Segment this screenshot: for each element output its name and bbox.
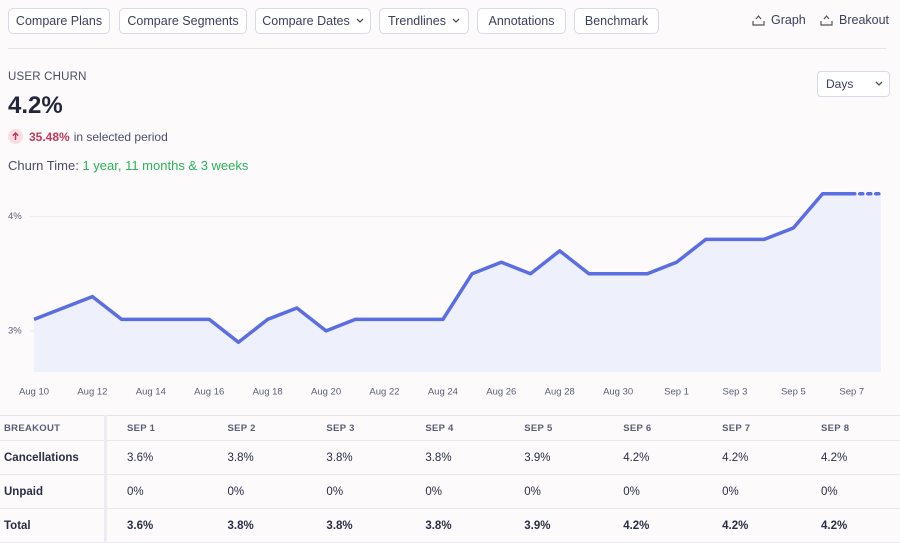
x-tick-label: Aug 30 [603,387,633,398]
toolbar-button[interactable]: Annotations [477,8,566,34]
column-header: BREAKOUT [0,415,107,441]
button-label: Compare Segments [127,14,239,28]
table-cell: 3.8% [207,508,307,543]
table-row: Total 3.6% 3.8% 3.8% 3.8% 3.9% 4.2% 4.2% 4.2% [0,508,900,543]
table-header: BREAKOUT SEP 1 SEP 2 SEP 3 SEP 4 SEP 5 SEP 6 SE… [0,415,900,441]
toolbar-button[interactable]: Compare Segments [119,8,247,34]
table-cell: 4.2% [702,508,802,543]
button-label: Compare Plans [15,14,103,28]
table-cell: 0% [801,474,900,509]
table-row: Cancellations 3.6% 3.8% 3.8% 3.8% 3.9% 4.2% 4.2… [0,440,900,475]
toolbar-dropdown[interactable]: Compare Dates [255,8,371,34]
column-header: SEP 7 [702,415,802,441]
change-value: 35.48% [29,129,70,144]
x-tick-label: Aug 16 [194,387,224,398]
table-cell: 0% [504,474,604,509]
table-cell: 4.2% [801,508,900,543]
breakout-table: BREAKOUT SEP 1 SEP 2 SEP 3 SEP 4 SEP 5 SEP 6 SE… [0,415,900,543]
table-cell: 3.8% [405,508,505,543]
x-tick-label: Aug 14 [136,387,166,398]
y-tick-label: 4% [8,211,22,222]
view-toggle[interactable]: Graph [752,13,806,27]
x-tick-label: Aug 24 [428,387,458,398]
table-cell: 4.2% [801,440,900,475]
x-tick-label: Aug 26 [486,387,516,398]
change-text: in selected period [73,129,168,144]
button-label: Compare Dates [262,14,350,28]
metric-label: USER CHURN [8,71,87,83]
view-toggle[interactable]: Breakout [820,13,889,27]
button-label: Benchmark [584,14,649,28]
x-tick-label: Aug 22 [369,387,399,398]
x-tick-label: Sep 5 [781,387,806,398]
icon [752,14,765,26]
area-fill [34,193,881,372]
column-header: SEP 6 [603,415,703,441]
table-cell: 0% [105,474,208,509]
metric-change: 35.48% in selected period [8,129,168,144]
column-header: SEP 5 [504,415,604,441]
churn-time: Churn Time: 1 year, 11 months & 3 weeks [8,158,248,173]
table-cell: 0% [603,474,703,509]
table-row: Unpaid 0% 0% 0% 0% 0% 0% 0% 0% [0,474,900,509]
button-label: Trendlines [388,14,446,28]
table-cell: 4.2% [603,440,703,475]
toolbar-button[interactable]: Compare Plans [8,8,110,34]
x-tick-label: Aug 20 [311,387,341,398]
x-tick-label: Sep 7 [839,387,864,398]
chevron [452,18,460,23]
table-cell: 3.8% [207,440,307,475]
chevron [875,81,883,86]
table-cell: 3.8% [306,508,406,543]
row-label: Unpaid [0,474,107,509]
chevron [356,18,364,23]
x-tick-label: Aug 28 [545,387,575,398]
table-cell: 3.9% [504,508,604,543]
table-cell: 3.6% [105,508,208,543]
button-label: Annotations [488,14,555,28]
view-label: Breakout [839,13,890,27]
metric-value: 4.2% [8,92,63,119]
table-cell: 4.2% [603,508,703,543]
x-tick-label: Sep 3 [723,387,748,398]
divider [8,48,886,49]
table-cell: 0% [702,474,802,509]
table-cell: 0% [207,474,307,509]
row-label: Cancellations [0,440,107,475]
x-tick-label: Aug 18 [253,387,283,398]
x-tick-label: Aug 12 [77,387,107,398]
interval-label: Days [826,77,854,91]
row-label: Total [0,508,107,543]
churn-time-label: Churn Time: [8,158,79,173]
column-header: SEP 4 [405,415,505,441]
x-tick-label: Sep 1 [664,387,689,398]
toolbar-dropdown[interactable]: Trendlines [379,8,469,34]
column-header: SEP 1 [105,415,208,441]
table-cell: 3.8% [405,440,505,475]
table-cell: 3.8% [306,440,406,475]
y-tick-label: 3% [8,325,22,336]
column-header: SEP 2 [207,415,307,441]
x-tick-label: Aug 10 [19,387,49,398]
table-cell: 0% [306,474,406,509]
up-arrow-icon [8,129,23,144]
table-cell: 0% [405,474,505,509]
churn-line [33,191,852,345]
icon [820,14,833,26]
column-header: SEP 3 [306,415,406,441]
churn-time-value: 1 year, 11 months & 3 weeks [82,158,249,173]
table-cell: 3.6% [105,440,208,475]
interval-dropdown[interactable]: Days [817,71,890,97]
table-cell: 4.2% [702,440,802,475]
column-header: SEP 8 [801,415,900,441]
table-cell: 3.9% [504,440,604,475]
view-label: Graph [771,13,806,27]
toolbar-button[interactable]: Benchmark [574,8,659,34]
chart: 3% 4% Aug 10 Aug 12 Aug 14 Aug 16 Aug 18 Aug 20… [8,191,883,398]
